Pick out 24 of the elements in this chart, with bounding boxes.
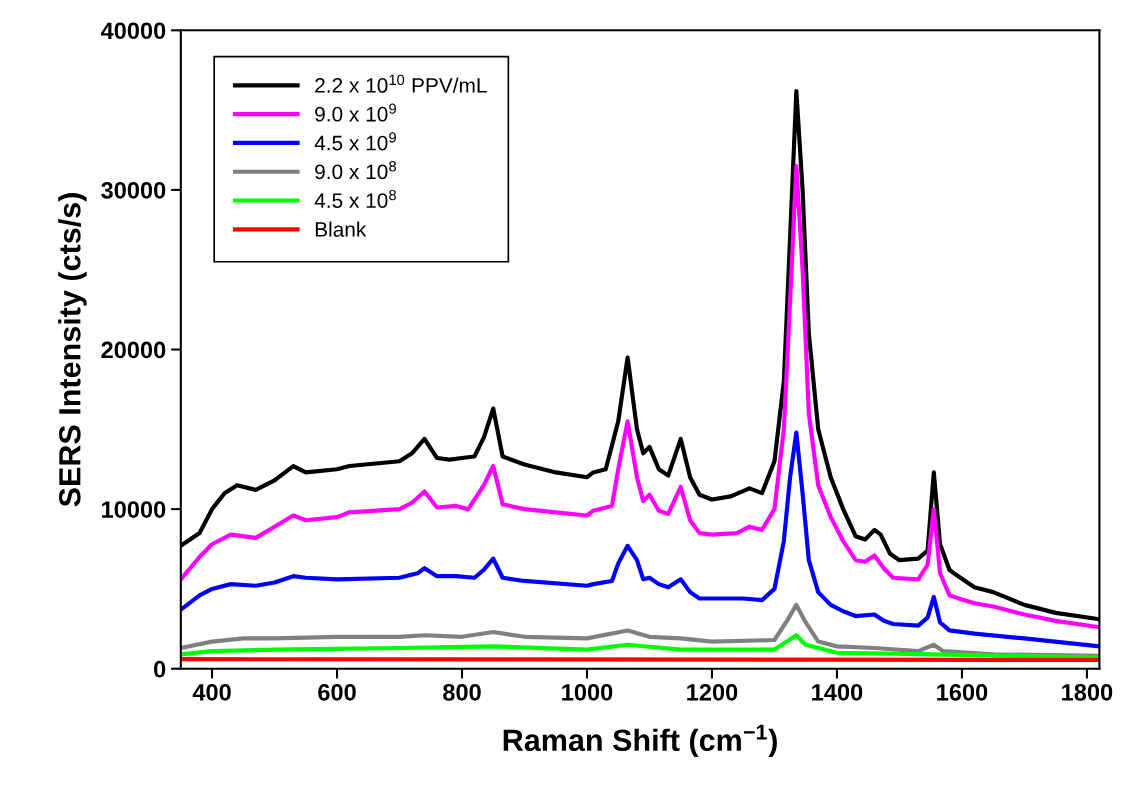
legend-label: 4.5 x 10$^{8}$ xyxy=(314,189,396,208)
x-tick-label: 1200 xyxy=(687,683,738,701)
x-tick-label: 800 xyxy=(443,683,481,701)
y-tick-label: 0 xyxy=(154,660,166,678)
x-axis-title: Raman Shift (cm$^{−1}$) xyxy=(503,724,777,758)
x-tick-label: 600 xyxy=(318,683,356,701)
line-series xyxy=(180,163,1100,630)
line-series xyxy=(180,430,1100,649)
legend-label: 2.2 x 10$^{10}$ PPV/mL xyxy=(315,74,487,93)
y-axis-title: SERS Intensity (cts/s) xyxy=(58,193,87,507)
legend-label: Blank xyxy=(315,221,367,237)
x-tick-label: 1800 xyxy=(1062,683,1113,701)
x-tick-label: 1600 xyxy=(937,683,988,701)
y-tick-label: 10000 xyxy=(102,501,166,518)
line-series xyxy=(180,633,1100,660)
legend-label: 9.0 x 10$^{8}$ xyxy=(315,161,396,180)
x-tick-label: 400 xyxy=(192,683,231,701)
y-tick-label: 30000 xyxy=(101,181,166,199)
legend-label: 9.0 x 10$^{9}$ xyxy=(315,103,396,122)
y-tick-label: 20000 xyxy=(101,341,166,359)
x-tick-label: 1000 xyxy=(562,683,613,701)
legend-label: 4.5 x 10$^{9}$ xyxy=(314,132,396,151)
x-tick-label: 1400 xyxy=(812,683,863,701)
y-tick-label: 40000 xyxy=(100,22,166,40)
